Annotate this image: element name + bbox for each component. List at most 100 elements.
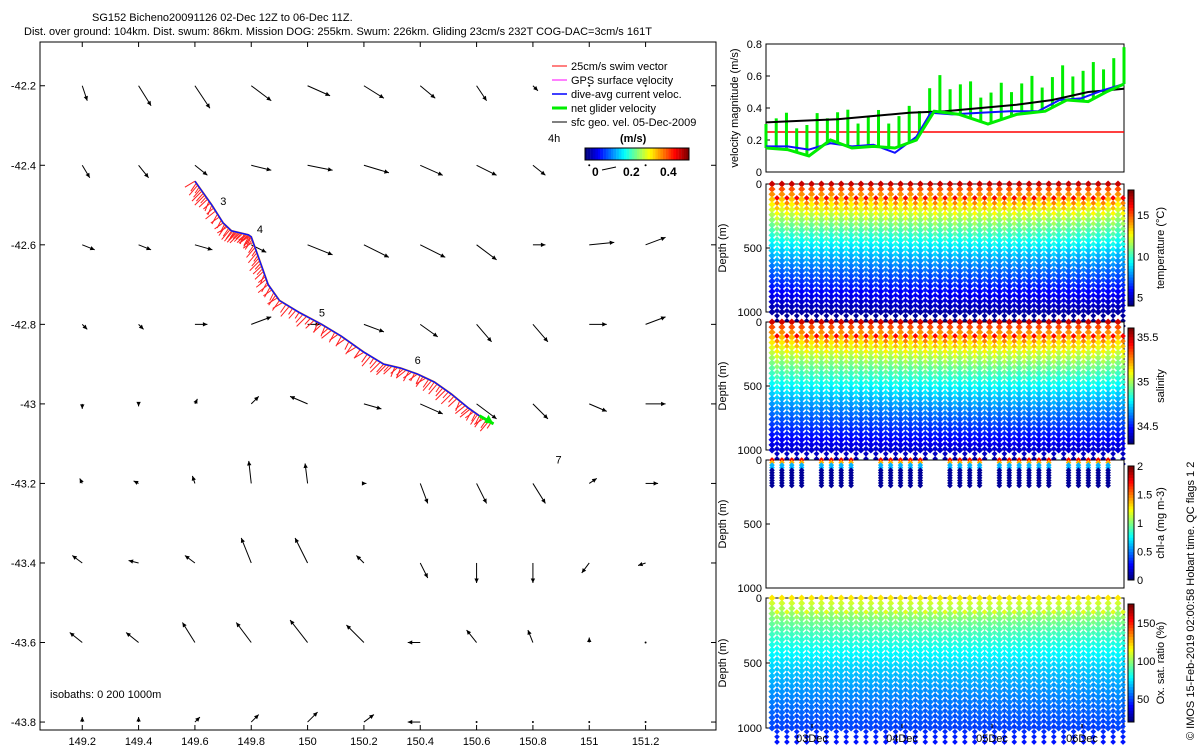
temperature-colorbar-cell [1128,253,1134,258]
map-colorbar-cell [663,148,666,160]
temperature-sample [798,231,806,239]
current-vector-head [290,620,295,625]
swim-vector [455,400,461,412]
temperature-sample [1031,312,1037,319]
current-vector-head [80,404,85,409]
map-xtick-label: 149.4 [125,736,153,748]
temperature-sample [788,190,796,198]
temperature-sample [808,211,816,219]
temperature-sample [768,272,776,280]
chla-colorbar-cell [1128,477,1134,481]
chla-colorbar-cell [1128,500,1134,504]
temperature-ytick-label: 500 [744,243,762,255]
temperature-sample [788,308,796,316]
temperature-sample [778,180,786,188]
temperature-colorbar-cell [1128,288,1134,292]
temperature-colorbar-cell [1128,233,1134,237]
temperature-sample [817,200,825,209]
temperature-colorbar-cell [1128,297,1134,301]
figure-title: SG152 Bicheno20091126 02-Dec 12Z to 06-D… [92,12,353,24]
temperature-sample [808,257,816,265]
swim-vector [242,241,254,249]
chla-colorbar-tick: 0.5 [1137,547,1152,559]
current-vector-head [202,322,208,327]
temperature-sample [778,195,786,203]
chla-colorbar-cell [1128,485,1134,490]
temperature-sample [1070,312,1077,319]
temperature-sample [837,185,845,193]
chla-colorbar-label: chl-a (mg m-3) [1155,487,1167,559]
temperature-sample [827,293,835,301]
glider-track [184,180,495,432]
map-colorbar-cell [629,148,632,160]
salinity-colorbar-cell [1128,423,1134,428]
temperature-sample [857,226,865,234]
map-colorbar-label: (m/s) [620,133,647,145]
swim-vector [193,188,201,198]
temperature-colorbar-tick: 10 [1137,251,1149,263]
temperature-sample [892,312,899,319]
temperature-colorbar-cell [1128,230,1134,234]
temperature-ylabel: Depth (m) [717,224,729,273]
map-colorbar-tick-2: 0.4 [660,165,677,179]
swim-vector [214,222,224,230]
salinity-colorbar-tick: 35.5 [1137,332,1158,344]
chla-colorbar-tick: 1.5 [1137,490,1152,502]
temperature-sample [808,200,816,209]
temperature-sample [847,180,855,188]
current-vector-dot [588,164,591,167]
temperature-sample [768,241,776,249]
temperature-sample [857,190,865,198]
temperature-sample [768,226,776,234]
current-vector-head [491,414,497,419]
salinity-sample [863,450,869,457]
salinity-sample [892,450,899,457]
temperature-sample [837,211,845,219]
swim-vector [246,236,252,246]
temperature-sample [778,226,786,234]
temperature-sample [952,312,958,319]
salinity-colorbar-cell [1128,403,1134,407]
temperature-sample [788,185,796,193]
swim-vector [272,302,283,309]
map-scale-label: 4h [548,133,560,145]
temperature-sample [837,231,845,239]
swim-vector [184,180,196,188]
salinity-sample [774,450,780,457]
map-colorbar-cell [634,148,638,160]
swim-vector [459,408,471,418]
chla-colorbar-tick: 2 [1137,461,1143,473]
current-vector-head [660,236,666,241]
temperature-sample [808,303,816,311]
temperature-sample [1050,312,1057,319]
chla-colorbar-cell [1128,505,1134,510]
swim-vector [249,260,261,272]
current-vector-head [79,478,84,484]
current-vector-head [236,622,241,628]
temperature-sample [827,195,835,203]
swim-vector [320,326,326,337]
temperature-sample [823,312,830,319]
current-vector-head [325,91,331,96]
temperature-sample [808,298,816,306]
temperature-colorbar-cell [1128,219,1134,223]
current-vector-head [266,316,272,321]
map-colorbar-cell [647,148,651,160]
temperature-sample [788,257,796,265]
chla-colorbar-cell [1128,503,1134,507]
temperature-sample [837,200,845,209]
temperature-sample [808,262,816,270]
swim-vector [246,247,256,258]
temperature-sample [788,211,796,219]
chla-colorbar-tick: 1 [1137,518,1143,530]
swim-vector [369,357,375,365]
map-ytick-label: -42.6 [11,240,36,252]
temperature-colorbar-cell [1128,250,1134,255]
swim-vector [320,327,329,335]
temperature-sample [863,312,869,319]
temperature-sample [798,267,806,275]
chla-colorbar-cell [1128,542,1134,547]
swim-vector [195,192,204,202]
map-colorbar-cell [668,148,671,160]
temperature-sample [778,247,786,255]
